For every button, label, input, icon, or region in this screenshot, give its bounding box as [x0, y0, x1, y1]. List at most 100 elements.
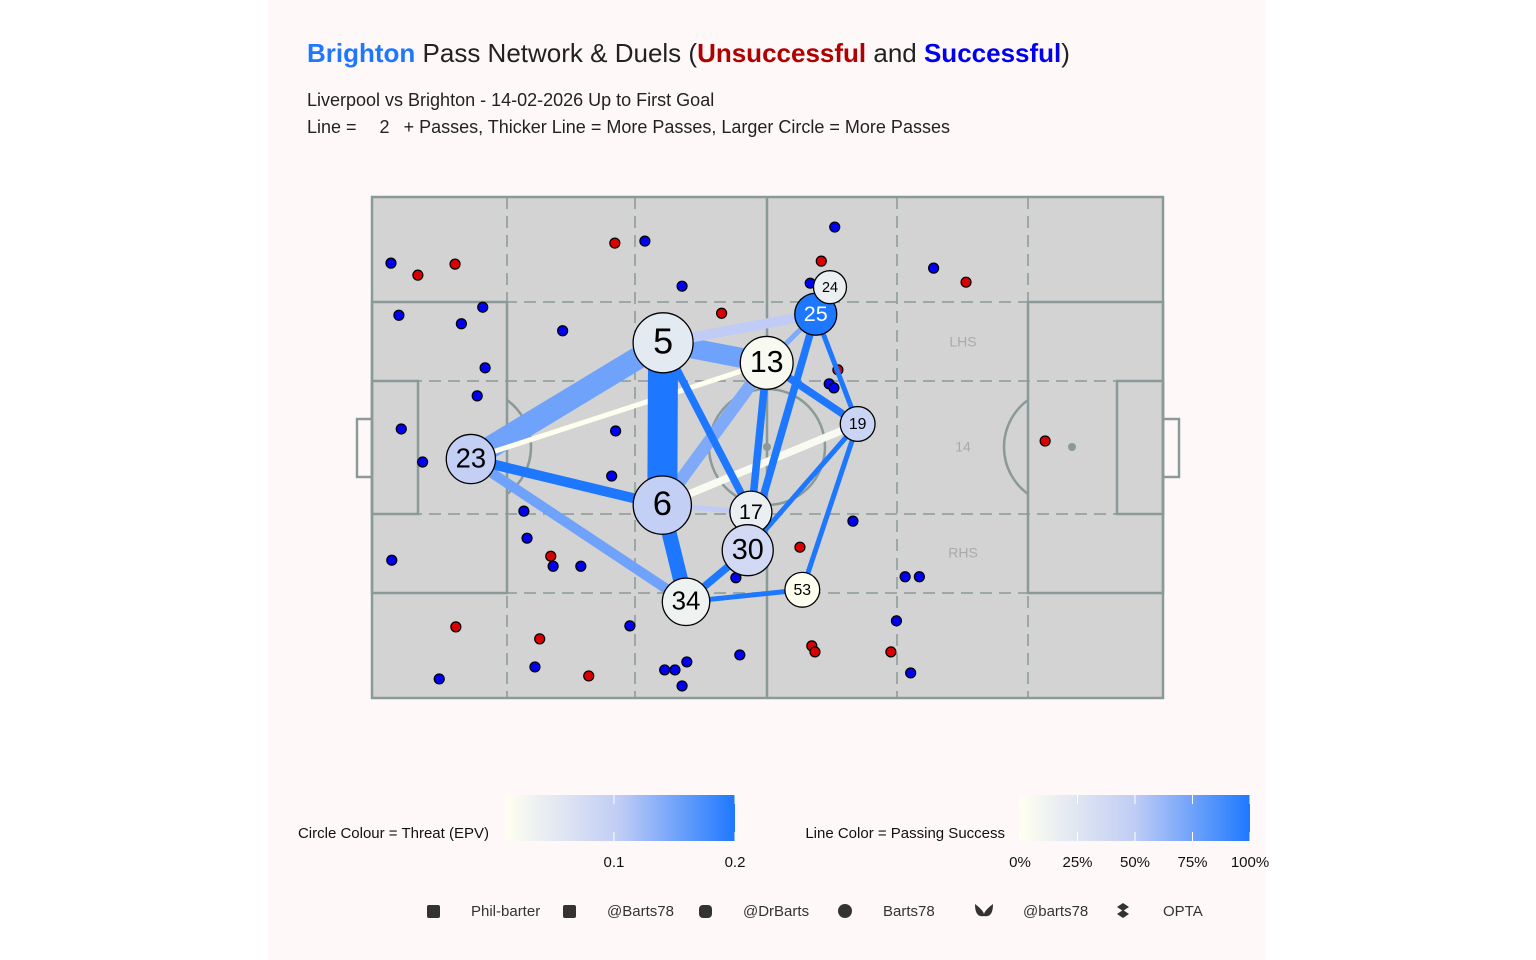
duel-point	[928, 262, 940, 274]
duel-point	[624, 620, 636, 632]
legend-unsuccessful: Unsuccessful	[697, 38, 866, 68]
duel-point	[557, 325, 569, 337]
player-label: 30	[732, 534, 764, 566]
duel-point	[734, 649, 746, 661]
duel-point	[417, 456, 429, 468]
duel-point	[716, 307, 728, 319]
footer-icons	[427, 903, 1129, 918]
player-node	[445, 433, 497, 485]
player-label: 24	[822, 280, 838, 296]
colorbar-tick-label: 50%	[1120, 854, 1150, 871]
player-label: 5	[653, 320, 673, 361]
duel-point	[455, 318, 467, 330]
note-text: Line =	[307, 117, 362, 137]
duel-point	[847, 515, 859, 527]
duel-point	[681, 656, 693, 668]
duel-point	[885, 646, 897, 658]
player-label: 23	[456, 442, 486, 473]
duel-point	[913, 571, 925, 583]
duel-point	[659, 664, 671, 676]
duel-point	[412, 269, 424, 281]
pass-line	[470, 360, 768, 462]
duel-point	[905, 667, 917, 679]
colorbar	[505, 795, 735, 841]
footer-text: @barts78	[1023, 903, 1088, 920]
duel-point	[545, 550, 557, 562]
player-node	[632, 312, 694, 374]
duel-point	[610, 425, 622, 437]
duel-point	[1039, 435, 1051, 447]
duel-point	[676, 280, 688, 292]
colorbar-tick-label: 0.1	[604, 854, 625, 871]
duel-point	[534, 633, 546, 645]
pass-line	[799, 423, 861, 591]
title-text: )	[1061, 38, 1070, 68]
duel-point	[639, 235, 651, 247]
legend-title: Circle Colour = Threat (EPV)	[298, 825, 489, 842]
duel-point	[815, 255, 827, 267]
duel-point	[547, 560, 559, 572]
duel-point	[828, 382, 840, 394]
footer-text: Barts78	[883, 903, 935, 920]
duel-point	[809, 646, 821, 658]
duel-point	[960, 276, 972, 288]
player-label: 17	[739, 499, 763, 524]
duel-point	[890, 615, 903, 627]
duel-point	[471, 390, 483, 402]
legend-title: Line Color = Passing Success	[805, 825, 1005, 842]
pass-line	[469, 454, 664, 510]
player-label: 13	[750, 346, 784, 379]
player-node	[632, 475, 693, 535]
title-text: and	[866, 38, 924, 68]
pass-line	[659, 341, 755, 514]
note: Line = 2 + Passes, Thicker Line = More Pa…	[307, 117, 950, 137]
duel-point	[583, 670, 595, 682]
legend-successful: Successful	[924, 38, 1061, 68]
subtitle: Liverpool vs Brighton - 14-02-2026 Up to…	[307, 90, 714, 110]
pitch-label: RHS	[948, 545, 978, 561]
player-node	[784, 571, 821, 608]
duel-point	[829, 221, 841, 233]
player-node	[721, 524, 774, 577]
duel-point	[386, 554, 398, 566]
duel-point	[606, 470, 618, 482]
player-label: 6	[653, 485, 672, 523]
colorbar-tick-label: 75%	[1177, 854, 1207, 871]
duel-point	[433, 673, 445, 685]
duel-point	[529, 661, 541, 673]
player-label: 25	[804, 301, 828, 326]
duel-point	[477, 301, 489, 313]
duel-point	[794, 541, 806, 553]
duel-point	[393, 309, 405, 321]
duel-point	[385, 257, 397, 269]
colorbar-tick-label: 100%	[1231, 854, 1269, 871]
duel-point	[676, 680, 688, 692]
colorbar-tick-label: 25%	[1062, 854, 1092, 871]
chart-title: Brighton Pass Network & Duels (Unsuccess…	[307, 38, 1070, 68]
colorbar-tick-label: 0.2	[725, 854, 746, 871]
duel-point	[669, 664, 681, 676]
duel-point	[575, 560, 587, 572]
duel-point	[899, 571, 911, 583]
footer-text: Phil-barter	[471, 903, 540, 920]
pass-line	[465, 333, 669, 469]
pitch-label: LHS	[949, 334, 976, 350]
duel-point	[450, 621, 462, 633]
duel-point	[449, 258, 461, 270]
note-text: + Passes, Thicker Line = More Passes, La…	[404, 117, 950, 137]
player-node	[839, 405, 876, 443]
player-label: 34	[672, 588, 701, 616]
player-node	[812, 270, 848, 305]
footer-text: @DrBarts	[743, 903, 809, 920]
colorbar-tick-label: 0%	[1009, 854, 1031, 871]
pitch-label: 14	[955, 439, 971, 455]
duel-point	[395, 423, 407, 435]
player-label: 53	[793, 582, 811, 599]
title-text: Pass Network & Duels (	[415, 38, 697, 68]
player-node	[661, 577, 711, 627]
duel-point	[521, 532, 533, 544]
duel-point	[609, 237, 621, 249]
player-node	[739, 335, 794, 390]
min-passes: 2	[380, 117, 390, 137]
